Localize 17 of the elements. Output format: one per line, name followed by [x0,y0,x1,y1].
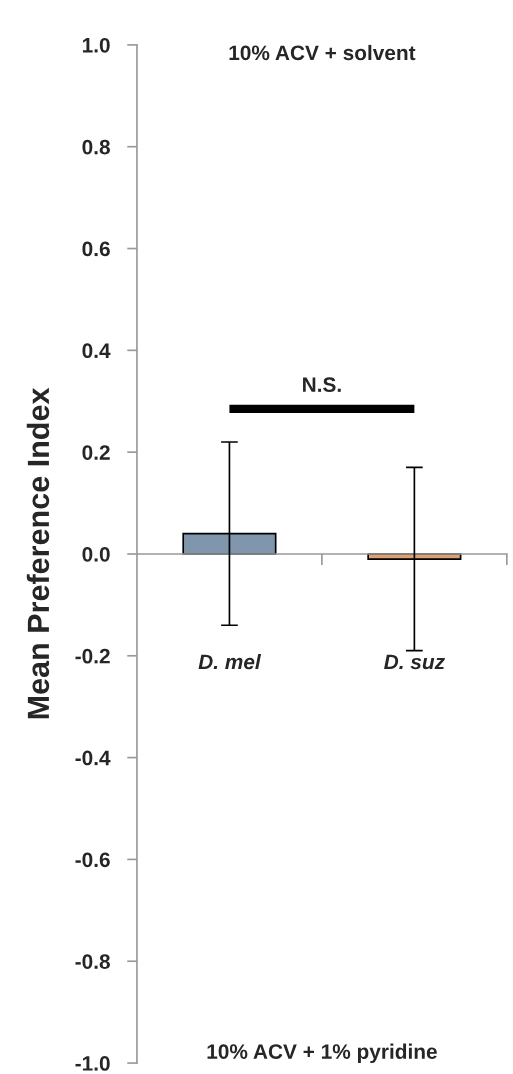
annotation: 10% ACV + solvent [229,44,416,61]
y-tick-label: -0.6 [75,852,110,868]
y-tick-label: 0.8 [82,139,110,155]
y-axis-title: Mean Preference Index [26,387,50,719]
y-tick-label: -0.8 [75,954,110,969]
y-tick-label: -0.4 [75,750,111,766]
y-tick-label: -0.2 [75,648,110,664]
y-tick-label: -1.0 [75,1056,110,1071]
annotation: 10% ACV + 1% pyridine [207,1043,437,1064]
annotation: N.S. [303,377,341,393]
x-tick-label: D. suz [384,654,445,670]
y-tick-label: 0.4 [82,343,111,359]
y-tick-label: 0.0 [82,546,110,562]
y-tick-label: 1.0 [82,37,110,53]
y-tick-label: 0.6 [82,241,110,257]
x-tick-label: D. mel [198,653,262,670]
y-tick-label: 0.2 [82,445,110,460]
